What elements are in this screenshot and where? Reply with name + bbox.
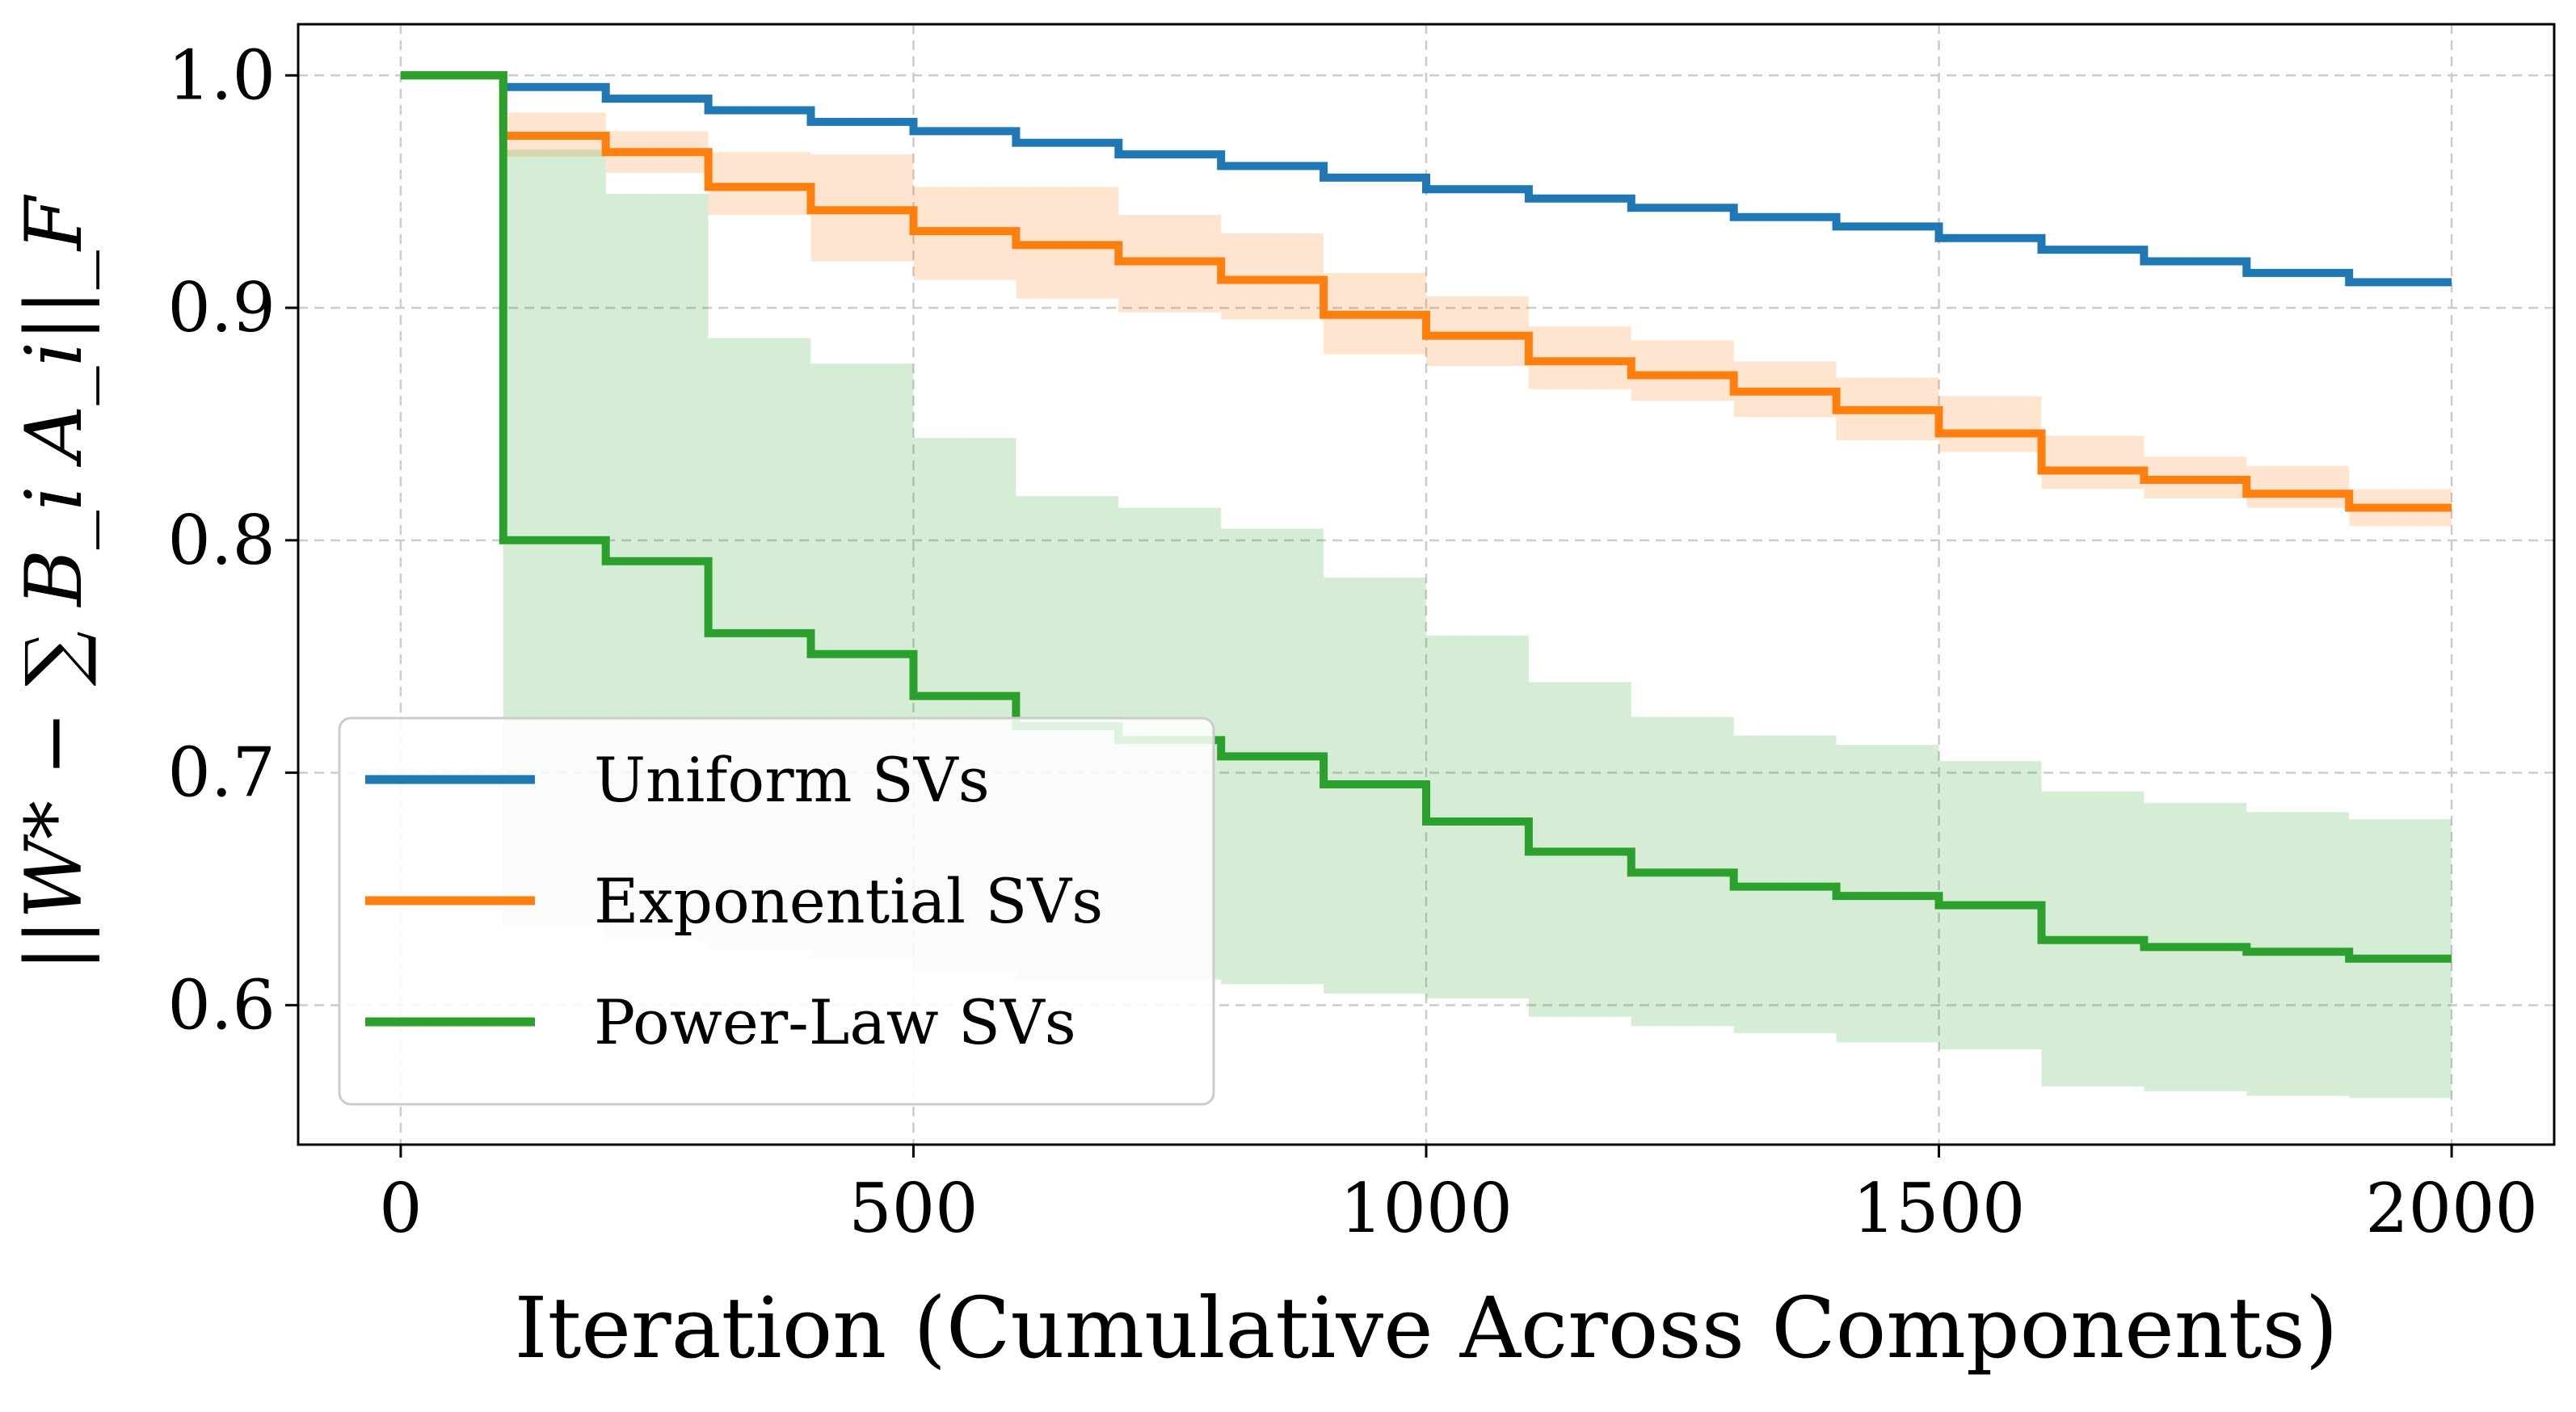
axis-ticks: 0.6 0.7 0.8 0.9 1.0 0 500 1000 1500 2000 [167, 36, 2538, 1248]
legend: Uniform SVs Exponential SVs Power-Law SV… [338, 717, 1215, 1106]
y-tick-label: 1.0 [167, 36, 276, 115]
power-law-series-line [400, 71, 2452, 963]
legend-box [338, 717, 1215, 1106]
x-tick-label: 1500 [1853, 1169, 2026, 1248]
x-tick-label: 500 [848, 1169, 978, 1248]
legend-label-exponential: Exponential SVs [594, 865, 1103, 937]
x-tick-label: 1000 [1340, 1169, 1513, 1248]
exponential-series-line [400, 71, 2452, 512]
y-axis-label: ||W* − ∑ B_i A_i||_F [9, 194, 99, 971]
y-tick-label: 0.9 [167, 268, 276, 347]
uniform-series-line [400, 71, 2452, 287]
x-tick-label: 2000 [2365, 1169, 2538, 1248]
y-tick-label: 0.8 [167, 501, 276, 580]
legend-label-uniform: Uniform SVs [594, 744, 990, 816]
y-tick-label: 0.7 [167, 733, 276, 813]
series-lines [400, 71, 2452, 963]
legend-label-power-law: Power-Law SVs [594, 986, 1076, 1058]
y-tick-label: 0.6 [167, 965, 276, 1044]
x-axis-label: Iteration (Cumulative Across Components) [515, 1279, 2338, 1377]
x-tick-label: 0 [379, 1169, 422, 1248]
